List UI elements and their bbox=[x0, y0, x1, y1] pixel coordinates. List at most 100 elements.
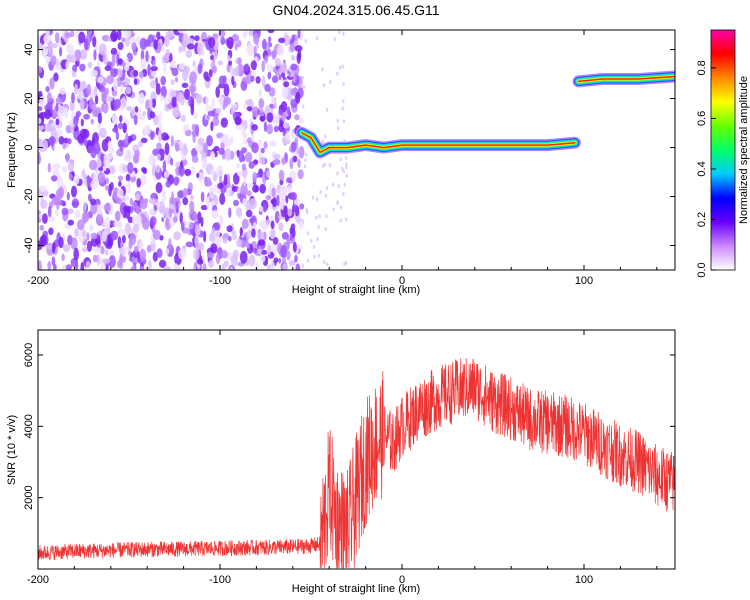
noise-cell bbox=[145, 50, 149, 62]
noise-cell bbox=[329, 79, 332, 84]
noise-cell bbox=[73, 174, 80, 185]
noise-cell bbox=[97, 247, 102, 254]
noise-cell bbox=[270, 228, 276, 240]
noise-cell bbox=[267, 71, 272, 80]
noise-cell bbox=[77, 90, 84, 100]
noise-cell bbox=[325, 107, 329, 112]
noise-cell bbox=[270, 97, 275, 105]
noise-cell bbox=[244, 120, 248, 130]
noise-cell bbox=[90, 232, 98, 240]
noise-cell bbox=[48, 42, 52, 55]
noise-cell bbox=[117, 228, 126, 237]
noise-cell bbox=[339, 65, 342, 70]
noise-cell bbox=[266, 112, 274, 123]
noise-cell bbox=[119, 139, 124, 152]
noise-cell bbox=[339, 157, 342, 162]
noise-cell bbox=[246, 44, 255, 57]
noise-cell bbox=[266, 123, 274, 135]
noise-cell bbox=[182, 187, 188, 198]
noise-cell bbox=[125, 132, 129, 145]
noise-cell bbox=[324, 193, 328, 198]
noise-cell bbox=[118, 122, 124, 130]
noise-cell bbox=[204, 76, 211, 82]
noise-cell bbox=[341, 106, 344, 111]
noise-cell bbox=[139, 71, 144, 79]
noise-cell bbox=[114, 221, 118, 227]
noise-cell bbox=[177, 190, 184, 199]
noise-cell bbox=[274, 69, 280, 76]
noise-cell bbox=[142, 167, 148, 175]
noise-cell bbox=[197, 258, 204, 265]
noise-cell bbox=[328, 163, 331, 167]
noise-cell bbox=[38, 117, 42, 125]
noise-cell bbox=[79, 97, 85, 111]
noise-cell bbox=[133, 69, 139, 77]
noise-cell bbox=[197, 63, 203, 74]
noise-cell bbox=[211, 97, 215, 110]
y-tick-label: 2000 bbox=[23, 485, 35, 509]
noise-cell bbox=[306, 231, 310, 236]
spectrogram-frame bbox=[37, 29, 676, 271]
noise-cell bbox=[106, 61, 113, 67]
noise-cell bbox=[158, 110, 162, 124]
noise-cell bbox=[188, 95, 192, 107]
noise-cell bbox=[77, 219, 85, 231]
noise-cell bbox=[285, 238, 290, 251]
spectrogram-ylabel: Frequency (Hz) bbox=[6, 112, 18, 188]
noise-cell bbox=[58, 186, 64, 199]
noise-cell bbox=[182, 197, 189, 206]
noise-cell bbox=[331, 182, 335, 187]
noise-cell bbox=[304, 39, 307, 43]
noise-cell bbox=[59, 46, 63, 57]
noise-cell bbox=[263, 204, 267, 213]
noise-cell bbox=[289, 43, 296, 53]
noise-cell bbox=[205, 96, 209, 107]
noise-cell bbox=[108, 255, 116, 268]
noise-cell bbox=[151, 98, 157, 108]
noise-cell bbox=[196, 172, 200, 178]
noise-cell bbox=[336, 200, 339, 205]
noise-cell bbox=[146, 244, 152, 253]
noise-cell bbox=[62, 244, 71, 252]
spectrogram-ridge bbox=[295, 70, 675, 159]
noise-cell bbox=[185, 49, 192, 59]
noise-cell bbox=[242, 131, 248, 139]
noise-cell bbox=[52, 241, 56, 254]
noise-cell bbox=[125, 56, 129, 68]
noise-cell bbox=[48, 136, 56, 145]
noise-cell bbox=[50, 175, 58, 182]
noise-cell bbox=[272, 237, 279, 245]
noise-cell bbox=[273, 125, 279, 133]
noise-cell bbox=[313, 254, 316, 259]
noise-cell bbox=[79, 49, 88, 60]
noise-cell bbox=[71, 92, 75, 104]
noise-cell bbox=[215, 107, 222, 114]
noise-cell bbox=[228, 235, 232, 242]
noise-cell bbox=[156, 142, 162, 150]
noise-cell bbox=[345, 217, 348, 222]
noise-cell bbox=[161, 46, 165, 53]
noise-cell bbox=[250, 75, 255, 82]
noise-cell bbox=[165, 217, 170, 227]
noise-cell bbox=[97, 112, 102, 124]
noise-cell bbox=[339, 218, 342, 223]
noise-cell bbox=[90, 198, 97, 206]
noise-cell bbox=[38, 260, 42, 270]
noise-cell bbox=[210, 169, 215, 177]
noise-cell bbox=[326, 262, 329, 267]
noise-cell bbox=[57, 105, 66, 118]
noise-cell bbox=[279, 186, 286, 198]
noise-cell bbox=[282, 257, 286, 265]
noise-cell bbox=[39, 95, 46, 107]
noise-cell bbox=[116, 188, 124, 200]
noise-cell bbox=[171, 96, 177, 108]
noise-cell bbox=[45, 86, 50, 93]
noise-cell bbox=[149, 80, 157, 89]
noise-cell bbox=[168, 207, 173, 219]
noise-cell bbox=[184, 129, 192, 137]
noise-cell bbox=[208, 69, 213, 78]
noise-cell bbox=[342, 169, 345, 174]
noise-cell bbox=[197, 242, 205, 251]
noise-cell bbox=[48, 216, 55, 222]
noise-cell bbox=[268, 36, 272, 43]
